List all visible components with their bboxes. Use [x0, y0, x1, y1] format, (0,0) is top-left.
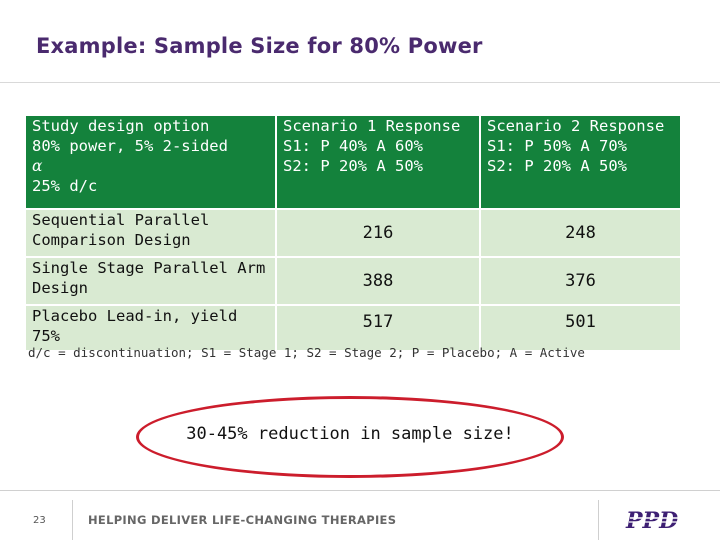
header-design-line: 80% power, 5% 2-sided [32, 137, 228, 155]
header-scenario-2-stage2: S2: P 20% A 50% [487, 157, 627, 175]
footer-divider [0, 490, 720, 491]
slide-title: Example: Sample Size for 80% Power [36, 34, 483, 58]
row-scenario-2-value: 248 [480, 208, 680, 257]
header-scenario-2: Scenario 2 Response S1: P 50% A 70% S2: … [480, 116, 680, 209]
row-scenario-1-value: 388 [276, 256, 481, 305]
row-design-line: Single Stage Parallel Arm [32, 259, 266, 277]
header-design-option: Study design option 80% power, 5% 2-side… [26, 116, 277, 209]
row-design-line: Design [32, 279, 88, 297]
header-scenario-1-title: Scenario 1 Response [283, 117, 461, 135]
row-design-line: Sequential Parallel [32, 211, 210, 229]
logo-lettering: PPD [625, 508, 678, 532]
row-design-label: Sequential Parallel Comparison Design [26, 208, 277, 257]
row-design-label: Placebo Lead-in, yield 75% [26, 304, 277, 350]
table-row: Sequential Parallel Comparison Design 21… [26, 208, 680, 257]
header-scenario-2-stage1: S1: P 50% A 70% [487, 137, 627, 155]
row-design-line: Placebo Lead-in, yield [32, 307, 238, 325]
title-divider [0, 82, 720, 83]
header-scenario-1-stage1: S1: P 40% A 60% [283, 137, 423, 155]
sample-size-table: Study design option 80% power, 5% 2-side… [26, 116, 680, 350]
footer-tagline: HELPING DELIVER LIFE-CHANGING THERAPIES [88, 513, 397, 527]
ppd-logo-icon: PPD [625, 508, 684, 532]
table-header-row: Study design option 80% power, 5% 2-side… [26, 116, 680, 209]
table-footnote: d/c = discontinuation; S1 = Stage 1; S2 … [28, 345, 585, 360]
table-row: Single Stage Parallel Arm Design 388 376 [26, 256, 680, 305]
header-scenario-1: Scenario 1 Response S1: P 40% A 60% S2: … [276, 116, 481, 209]
header-design-line: Study design option [32, 117, 210, 135]
row-design-line: 75% [32, 327, 60, 345]
header-design-line: 25% d/c [32, 177, 98, 195]
row-scenario-1-value: 517 [276, 304, 481, 350]
header-alpha-symbol: α [32, 157, 43, 175]
footer-separator [598, 500, 599, 540]
row-design-label: Single Stage Parallel Arm Design [26, 256, 277, 305]
table-row: Placebo Lead-in, yield 75% 517 501 [26, 304, 680, 350]
row-scenario-2-value: 376 [480, 256, 680, 305]
row-scenario-1-value: 216 [276, 208, 481, 257]
header-scenario-2-title: Scenario 2 Response [487, 117, 665, 135]
callout-ellipse [136, 396, 564, 478]
row-design-line: Comparison Design [32, 231, 191, 249]
header-scenario-1-stage2: S2: P 20% A 50% [283, 157, 423, 175]
callout-text: 30-45% reduction in sample size! [186, 424, 514, 444]
row-scenario-2-value: 501 [480, 304, 680, 350]
page-number: 23 [33, 515, 46, 526]
footer-separator [72, 500, 73, 540]
